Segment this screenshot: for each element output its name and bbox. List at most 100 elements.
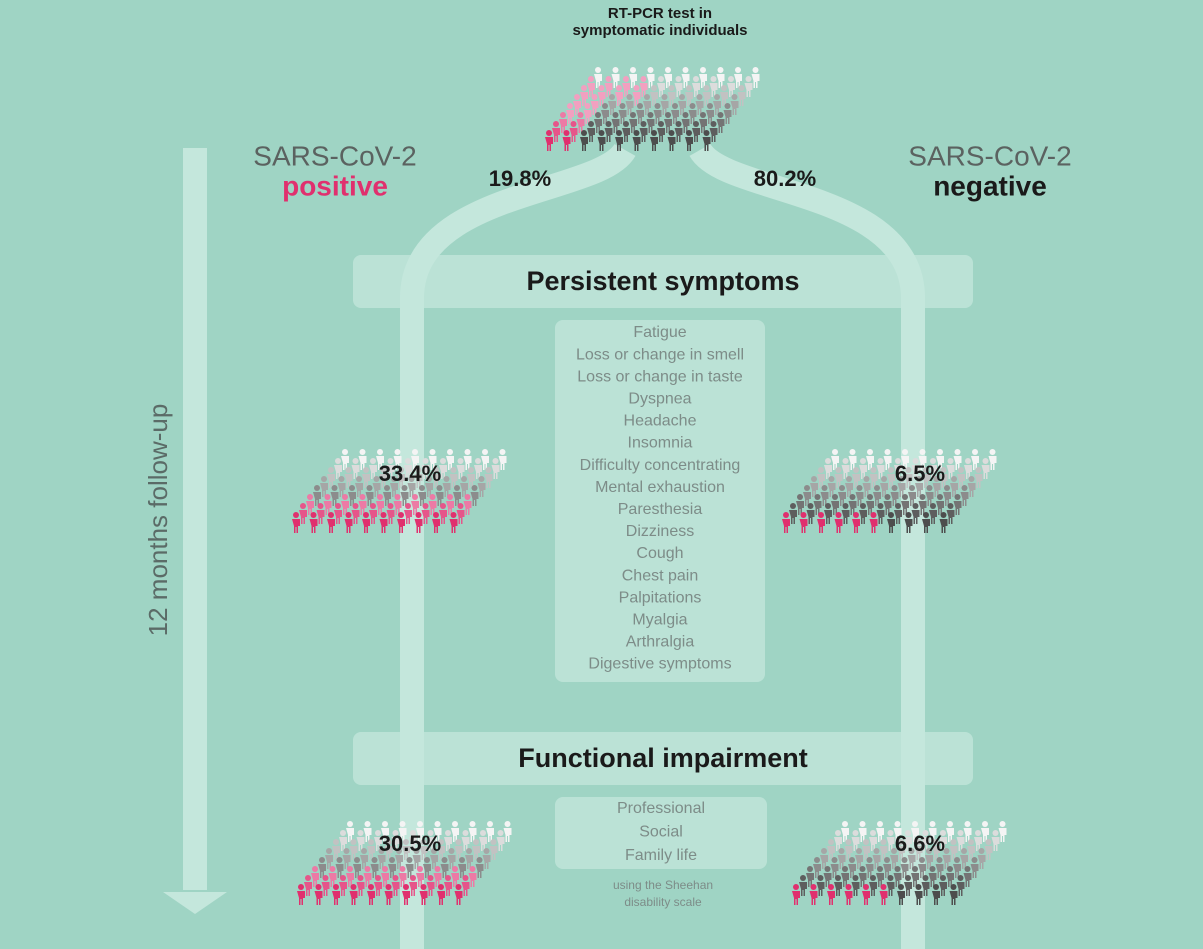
person-head [683, 67, 689, 73]
person-head [962, 485, 968, 491]
person-head [825, 458, 831, 464]
person-head [307, 494, 313, 500]
percentage: 33.4% [379, 461, 441, 486]
person-head [909, 485, 915, 491]
symptom-item: Dyspnea [628, 391, 691, 408]
person-head [920, 449, 926, 455]
person-head [419, 485, 425, 491]
person-head [351, 839, 357, 845]
person-head [700, 67, 706, 73]
person-head [825, 866, 831, 872]
person-head [856, 848, 862, 854]
person-head [606, 121, 612, 127]
person-head [470, 866, 476, 872]
person-head [707, 103, 713, 109]
person-head [902, 494, 908, 500]
header-line: RT-PCR test in [608, 5, 712, 22]
share: 80.2% [754, 166, 816, 191]
person-head [337, 857, 343, 863]
person-head [864, 476, 870, 482]
person-head [588, 76, 594, 82]
symptom-item: Palpitations [619, 589, 702, 606]
person-head [466, 848, 472, 854]
person-head [811, 476, 817, 482]
person-head [375, 875, 381, 881]
person-head [410, 875, 416, 881]
person-head [821, 848, 827, 854]
person-head [902, 857, 908, 863]
person-head [993, 830, 999, 836]
person-head [325, 494, 331, 500]
person-head [361, 848, 367, 854]
person-head [353, 458, 359, 464]
person-head [884, 857, 890, 863]
person-head [870, 830, 876, 836]
person-head [382, 866, 388, 872]
person-head [700, 112, 706, 118]
symptom-item: Arthralgia [626, 634, 695, 651]
person-head [609, 94, 615, 100]
person-head [842, 821, 848, 827]
person-head [920, 494, 926, 500]
person-head [686, 85, 692, 91]
person-head [881, 884, 887, 890]
person-head [323, 875, 329, 881]
person-head [835, 830, 841, 836]
person-head [300, 503, 306, 509]
person-head [314, 485, 320, 491]
person-head [874, 848, 880, 854]
person-head [725, 103, 731, 109]
person-head [955, 494, 961, 500]
person-head [721, 85, 727, 91]
symptom-item: Difficulty concentrating [580, 457, 741, 474]
person-head [835, 875, 841, 881]
person-head [888, 467, 894, 473]
person-head [386, 884, 392, 890]
person-head [368, 884, 374, 890]
person-head [828, 884, 834, 890]
person-head [367, 485, 373, 491]
person-head [351, 884, 357, 890]
person-head [968, 839, 974, 845]
person-head [630, 112, 636, 118]
person-head [316, 884, 322, 890]
person-head [850, 449, 856, 455]
person-head [382, 821, 388, 827]
person-head [860, 821, 866, 827]
person-head [358, 830, 364, 836]
person-head [328, 512, 334, 518]
person-head [885, 494, 891, 500]
person-head [927, 485, 933, 491]
person-head [843, 458, 849, 464]
person-head [955, 449, 961, 455]
person-head [630, 67, 636, 73]
person-head [728, 76, 734, 82]
person-head [405, 503, 411, 509]
person-head [463, 830, 469, 836]
person-head [679, 94, 685, 100]
person-head [885, 449, 891, 455]
person-head [686, 130, 692, 136]
person-head [627, 94, 633, 100]
person-head [430, 449, 436, 455]
person-head [846, 884, 852, 890]
person-head [947, 821, 953, 827]
person-head [958, 875, 964, 881]
person-head [906, 512, 912, 518]
person-head [428, 875, 434, 881]
person-head [335, 503, 341, 509]
symptom-item: Mental exhaustion [595, 479, 725, 496]
person-head [477, 857, 483, 863]
person-head [714, 94, 720, 100]
person-head [669, 130, 675, 136]
person-head [871, 467, 877, 473]
person-head [459, 857, 465, 863]
person-head [393, 875, 399, 881]
person-head [941, 512, 947, 518]
person-head [417, 866, 423, 872]
person-head [836, 467, 842, 473]
person-head [905, 875, 911, 881]
person-head [412, 494, 418, 500]
person-head [850, 494, 856, 500]
person-head [595, 67, 601, 73]
